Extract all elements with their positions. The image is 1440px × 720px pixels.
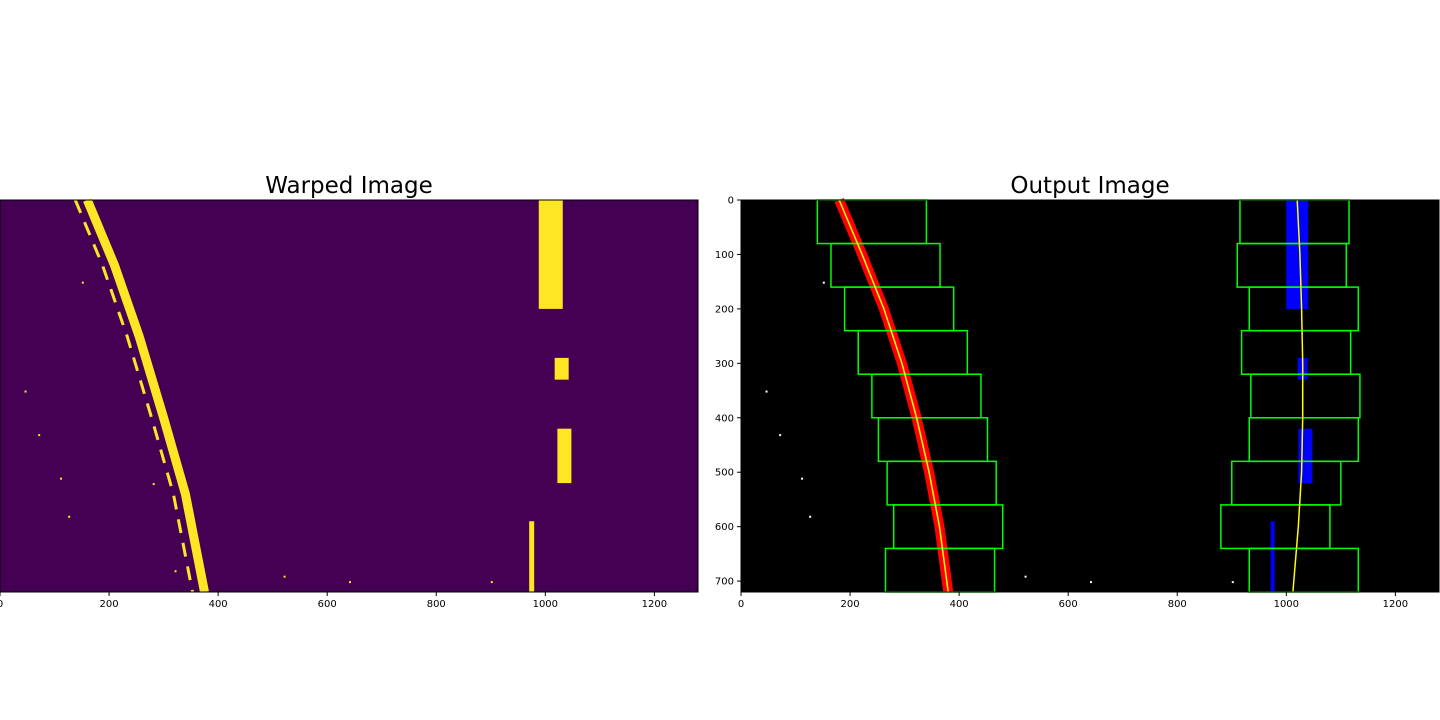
noise-pixel bbox=[490, 581, 493, 584]
output-image-title: Output Image bbox=[1010, 173, 1169, 199]
right-lane-pixels bbox=[1286, 200, 1309, 309]
warped-image-title: Warped Image bbox=[265, 173, 433, 199]
noise-pixel bbox=[283, 575, 286, 578]
noise-pixel bbox=[81, 281, 84, 284]
noise-pixel bbox=[822, 281, 825, 284]
right-fit-line bbox=[1292, 199, 1304, 593]
y-tick-label: 600 bbox=[715, 522, 734, 533]
noise-pixel bbox=[68, 515, 71, 518]
y-tick-label: 700 bbox=[715, 577, 734, 588]
noise-pixel bbox=[38, 434, 41, 437]
warped-image-frame bbox=[0, 199, 699, 593]
x-tick-label: 800 bbox=[1168, 599, 1187, 610]
noise-pixel bbox=[152, 483, 155, 486]
noise-pixel bbox=[809, 515, 812, 518]
noise-pixel bbox=[24, 390, 27, 393]
warped-lane-pixels bbox=[24, 198, 572, 593]
x-tick-label: 200 bbox=[841, 599, 860, 610]
x-tick-label: 800 bbox=[427, 599, 446, 610]
left-lane-pixels bbox=[83, 198, 209, 593]
x-tick-label: 200 bbox=[100, 599, 119, 610]
x-tick-label: 1000 bbox=[533, 599, 558, 610]
output-x-axis: 0 200 400 600 800 1000 1200 bbox=[738, 592, 1408, 610]
x-tick-label: 1200 bbox=[642, 599, 667, 610]
output-image-panel: Output Image 0 200 400 600 800 1000 1200 0 100 2… bbox=[715, 173, 1440, 610]
noise-pixel bbox=[800, 477, 803, 480]
left-lane-edge bbox=[73, 199, 194, 593]
right-lane-pixels bbox=[557, 428, 572, 484]
warped-x-axis: 0 200 400 600 800 1000 1200 bbox=[0, 592, 667, 610]
x-tick-label: 1200 bbox=[1383, 599, 1408, 610]
right-lane-pixels bbox=[1270, 521, 1275, 592]
noise-pixel bbox=[1024, 575, 1027, 578]
y-tick-label: 300 bbox=[715, 359, 734, 370]
left-fit-line bbox=[838, 199, 949, 593]
polynomial-fit-lines bbox=[838, 199, 1304, 593]
y-tick-label: 500 bbox=[715, 468, 734, 479]
right-lane-pixels bbox=[554, 357, 569, 380]
noise-pixel bbox=[1090, 581, 1092, 584]
output-image-area bbox=[741, 200, 1439, 592]
noise-pixel bbox=[349, 581, 351, 584]
warped-image-panel: Warped Image 0 200 400 600 800 1000 1200 bbox=[0, 173, 699, 610]
x-tick-label: 0 bbox=[738, 599, 744, 610]
x-tick-label: 1000 bbox=[1274, 599, 1299, 610]
noise-pixel bbox=[765, 390, 768, 393]
right-lane-pixels bbox=[529, 521, 535, 592]
x-tick-label: 600 bbox=[318, 599, 337, 610]
y-tick-label: 200 bbox=[715, 304, 734, 315]
noise-pixel bbox=[1231, 581, 1234, 584]
x-tick-label: 0 bbox=[0, 599, 3, 610]
x-tick-label: 400 bbox=[950, 599, 969, 610]
output-image-frame bbox=[740, 199, 1440, 593]
warped-image-area bbox=[0, 200, 698, 592]
noise-pixel bbox=[174, 570, 177, 573]
y-tick-label: 400 bbox=[715, 413, 734, 424]
x-tick-label: 400 bbox=[209, 599, 228, 610]
right-lane-pixels bbox=[1298, 428, 1313, 484]
noise-pixel bbox=[779, 434, 782, 437]
right-lane-pixels bbox=[538, 200, 563, 309]
x-tick-label: 600 bbox=[1059, 599, 1078, 610]
y-tick-label: 100 bbox=[715, 250, 734, 261]
y-tick-label: 0 bbox=[728, 196, 734, 207]
noise-pixel bbox=[59, 477, 62, 480]
output-y-axis: 0 100 200 300 400 500 600 700 bbox=[715, 196, 741, 588]
